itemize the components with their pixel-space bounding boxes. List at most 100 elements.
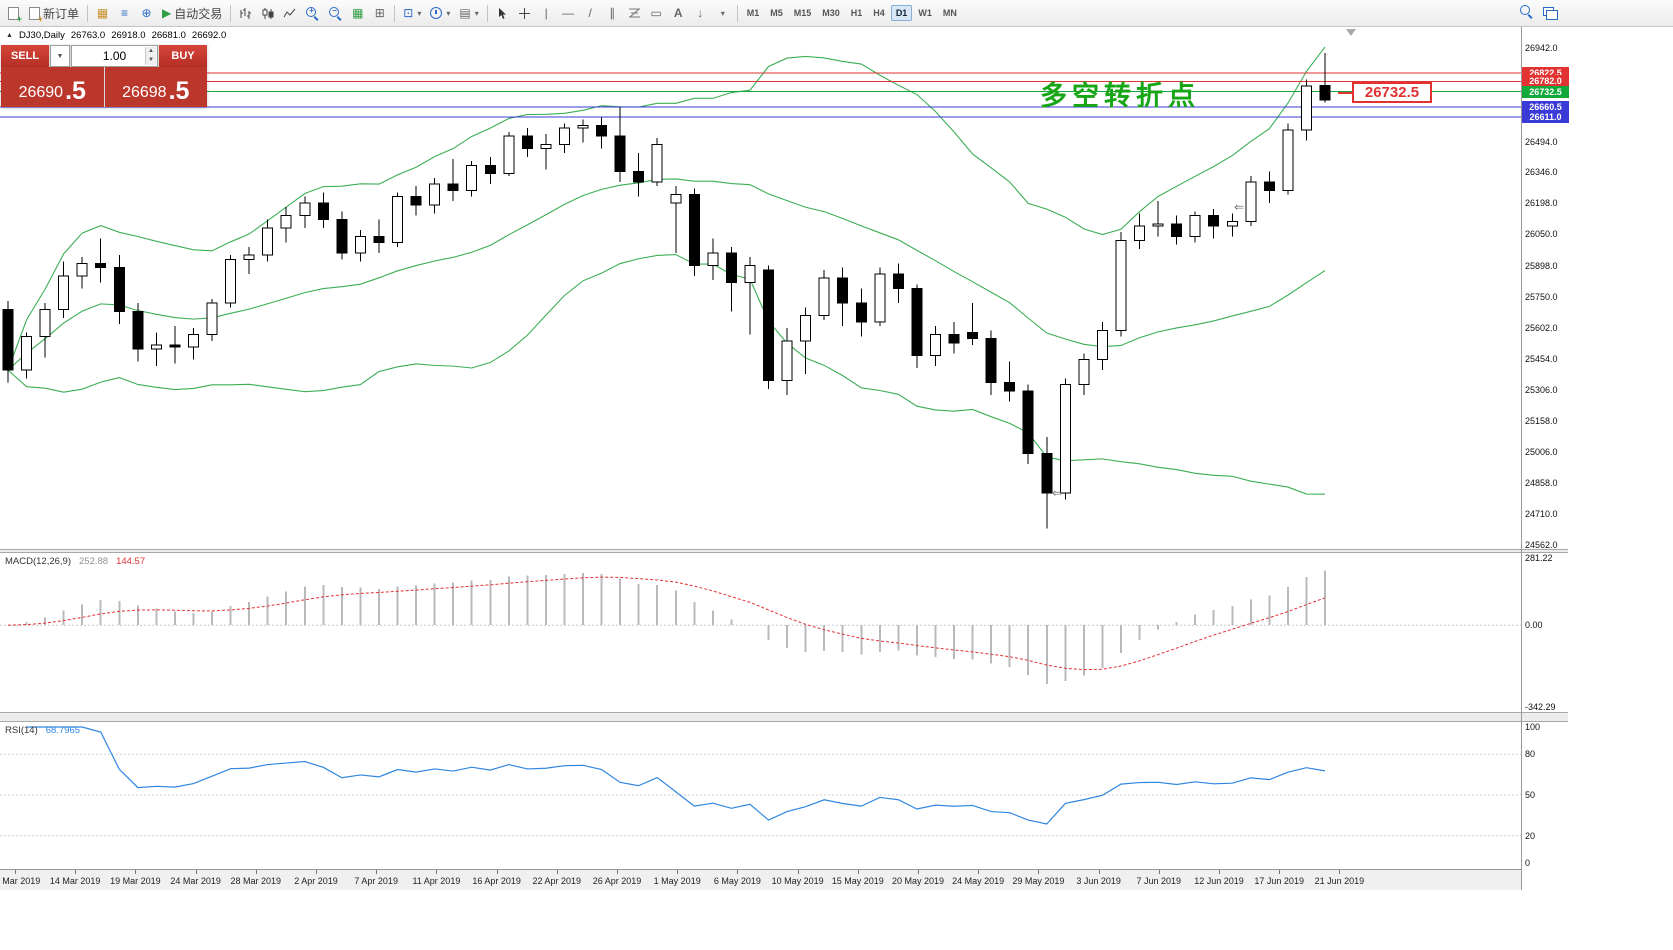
symbol-period-label: DJ30,Daily [18, 30, 65, 41]
candle-body [1319, 84, 1331, 101]
market-watch-button[interactable]: ▦ [96, 6, 109, 20]
text-tool-button[interactable]: A [673, 6, 683, 20]
bar-chart-button[interactable] [235, 3, 256, 24]
macd-header: MACD(12,26,9) 252.88 144.57 [5, 556, 145, 567]
candle-body [1078, 359, 1090, 386]
timeframe-button-d1[interactable]: D1 [890, 5, 913, 21]
objects-dropdown-button[interactable]: ▾ [712, 3, 733, 24]
buy-price-main: 26698 [122, 84, 167, 101]
timeframe-button-w1[interactable]: W1 [918, 8, 932, 18]
time-axis-tick [978, 870, 980, 874]
timeframe-button-h1[interactable]: H1 [850, 8, 863, 18]
candle-body [967, 331, 979, 340]
candle-body [651, 143, 663, 183]
time-axis[interactable]: 10 Mar 2019 14 Mar 2019 19 Mar 2019 24 Mar … [0, 869, 1521, 890]
zoom-out-button[interactable]: − [324, 3, 346, 24]
crosshair-button[interactable] [514, 3, 535, 24]
one-click-panel-toggle[interactable]: ▲ [6, 32, 13, 39]
new-order-button[interactable]: 新订单 [25, 3, 83, 24]
horizontal-line-button[interactable]: — [562, 6, 575, 20]
volume-dropdown[interactable]: ▼ [50, 45, 70, 67]
time-axis-tick [255, 870, 257, 874]
macd-axis-label: -342.29 [1525, 702, 1556, 712]
timeframe-button-m15[interactable]: M15 [793, 8, 812, 18]
time-axis-tick [1279, 870, 1281, 874]
price-axis-label: 26346.0 [1525, 167, 1558, 178]
search-icon[interactable] [1519, 4, 1533, 18]
time-axis-tick [75, 870, 77, 874]
candle-body [855, 302, 867, 323]
data-window-button[interactable]: ≡ [121, 6, 129, 20]
price-axis-label: 24562.0 [1525, 540, 1558, 550]
tile-windows-button[interactable]: ⊞ [374, 6, 385, 20]
clock-icon [430, 7, 443, 19]
candle-body [262, 227, 274, 256]
time-axis-label: 6 May 2019 [713, 876, 761, 886]
time-axis-label: 3 Jun 2019 [1076, 876, 1121, 886]
buy-button[interactable]: BUY [159, 45, 207, 67]
sell-button[interactable]: SELL [1, 45, 49, 67]
fibonacci-button[interactable] [624, 3, 645, 24]
time-axis-tick [677, 870, 679, 874]
toolbar-separator [486, 4, 488, 22]
cursor-button[interactable] [492, 3, 513, 24]
line-chart-button[interactable] [279, 3, 300, 24]
time-axis-label: 16 Apr 2019 [472, 876, 521, 886]
arrows-tool-button[interactable]: ↓ [697, 6, 704, 20]
timeframe-button-h4[interactable]: H4 [873, 8, 885, 18]
chart-template-button[interactable]: ▤ ▾ [459, 6, 479, 20]
channel-button[interactable]: ∥ [609, 6, 616, 20]
rsi-line [26, 726, 1326, 825]
rsi-axis-label: 50 [1525, 790, 1536, 800]
candle-body [1096, 329, 1108, 361]
trendline-button[interactable]: / [588, 6, 592, 20]
time-axis-tick [556, 870, 558, 874]
candle-body [763, 269, 775, 381]
macd-value: 252.88 [79, 556, 109, 567]
shapes-button[interactable]: ▭ [650, 6, 662, 20]
volume-stepper[interactable]: ▲ ▼ [145, 47, 156, 65]
timeframe-toolbar: M1 M5 M15 M30 H1 H4 D1 W1 MN [742, 5, 962, 21]
candlestick-chart-button[interactable] [257, 3, 278, 24]
timeframe-button-m30[interactable]: M30 [822, 8, 840, 18]
stepper-up-icon[interactable]: ▲ [146, 47, 156, 56]
stepper-down-icon[interactable]: ▼ [146, 56, 156, 65]
new-chart-icon [8, 6, 22, 24]
volume-input[interactable]: 1.00 ▲ ▼ [71, 45, 158, 67]
price-label-arrow[interactable]: ⇐ [1234, 200, 1245, 214]
chart-shift-marker[interactable] [1346, 29, 1356, 36]
new-chart-button[interactable] [3, 3, 24, 24]
time-axis-tick [135, 870, 137, 874]
vertical-line-button[interactable]: | [544, 6, 548, 20]
price-label-arrow[interactable]: ⇐ [1052, 486, 1063, 500]
timeframe-button-m5[interactable]: M5 [770, 8, 783, 18]
zoom-out-icon: − [328, 6, 342, 20]
community-button[interactable]: ⊕ [141, 6, 152, 20]
candle-body [132, 311, 144, 350]
arrange-windows-button[interactable]: ⊡ ▾ [403, 6, 422, 20]
price-axis[interactable]: 26942.0 26494.0 26346.0 26198.0 26050.0 25898… [1522, 0, 1582, 950]
timeframe-menu-button[interactable]: ▾ [426, 3, 454, 24]
rsi-header: RSI(14) 68.7965 [5, 725, 80, 736]
panel-splitter[interactable] [0, 712, 1568, 722]
grid-button[interactable]: ▦ [352, 6, 364, 20]
timeframe-button-mn[interactable]: MN [942, 8, 957, 18]
zoom-in-icon: + [305, 6, 319, 20]
chart-list-icon[interactable] [1543, 6, 1558, 20]
low-value: 26681.0 [151, 30, 186, 41]
candle-body [429, 183, 441, 206]
sell-price-display: 26690 .5 [1, 67, 104, 107]
price-level-tag: 26782.0 [1522, 75, 1569, 88]
price-callout-box[interactable]: 26732.5 [1352, 82, 1432, 103]
candle-body [1004, 382, 1016, 392]
candle-body [466, 164, 478, 191]
timeframe-button-m1[interactable]: M1 [746, 8, 760, 18]
time-axis-label: 29 May 2019 [1012, 876, 1065, 886]
chart-text-annotation[interactable]: 多空转折点 [1040, 81, 1200, 111]
macd-axis-label: 0.00 [1525, 620, 1543, 631]
panel-splitter[interactable] [0, 549, 1568, 553]
main-price-chart[interactable] [0, 27, 1521, 549]
zoom-in-button[interactable]: + [301, 3, 323, 24]
price-axis-label: 25306.0 [1525, 384, 1558, 395]
algo-trading-button[interactable]: ▶ 自动交易 [158, 3, 226, 24]
